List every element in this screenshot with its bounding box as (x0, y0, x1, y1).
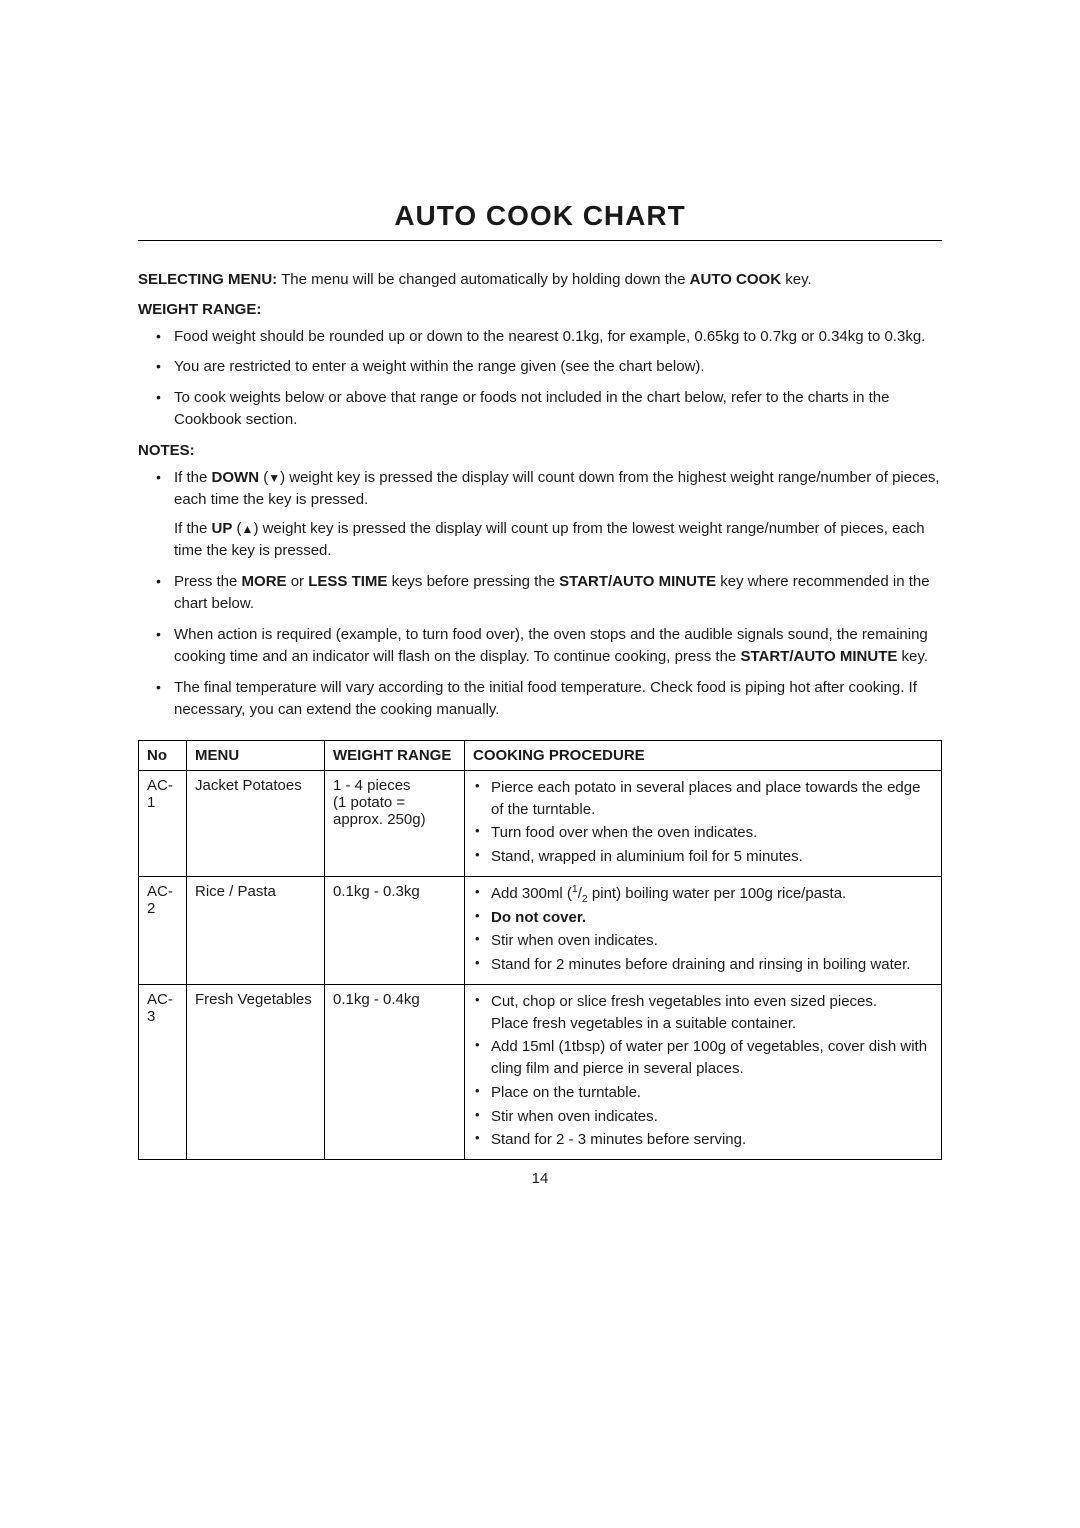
cell-menu: Fresh Vegetables (187, 984, 325, 1159)
note-item: If the DOWN (▼) weight key is pressed th… (138, 467, 942, 563)
note-subline: If the UP (▲) weight key is pressed the … (174, 518, 942, 563)
start-key-label: START/AUTO MINUTE (740, 648, 897, 665)
document-page: AUTO COOK CHART SELECTING MENU: The menu… (0, 0, 1080, 1187)
selecting-menu-line: SELECTING MENU: The menu will be changed… (138, 269, 942, 291)
proc-list: Cut, chop or slice fresh vegetables into… (473, 991, 933, 1151)
proc-item: Do not cover. (473, 907, 933, 929)
notes-list: If the DOWN (▼) weight key is pressed th… (138, 467, 942, 722)
weight-range-heading: WEIGHT RANGE: (138, 301, 942, 318)
start-key-label: START/AUTO MINUTE (559, 573, 716, 590)
cell-menu: Rice / Pasta (187, 876, 325, 984)
table-row: AC-3 Fresh Vegetables 0.1kg - 0.4kg Cut,… (139, 984, 942, 1159)
page-title: AUTO COOK CHART (138, 200, 942, 241)
col-no-header: No (139, 740, 187, 770)
proc-list: Pierce each potato in several places and… (473, 777, 933, 868)
cell-proc: Cut, chop or slice fresh vegetables into… (465, 984, 942, 1159)
selecting-label: SELECTING MENU: (138, 271, 277, 288)
proc-item: Stand for 2 - 3 minutes before serving. (473, 1129, 933, 1151)
col-menu-header: MENU (187, 740, 325, 770)
cell-menu: Jacket Potatoes (187, 770, 325, 876)
intro-section: SELECTING MENU: The menu will be changed… (138, 269, 942, 291)
proc-item: Stand for 2 minutes before draining and … (473, 954, 933, 976)
proc-item: Cut, chop or slice fresh vegetables into… (473, 991, 933, 1035)
cell-proc: Pierce each potato in several places and… (465, 770, 942, 876)
selecting-text: The menu will be changed automatically b… (277, 271, 689, 288)
proc-item: Stand, wrapped in aluminium foil for 5 m… (473, 846, 933, 868)
proc-list: Add 300ml (1/2 pint) boiling water per 1… (473, 883, 933, 976)
proc-item: Turn food over when the oven indicates. (473, 822, 933, 844)
page-number: 14 (138, 1170, 942, 1187)
weight-bullet: To cook weights below or above that rang… (138, 387, 942, 432)
cell-weight: 0.1kg - 0.4kg (325, 984, 465, 1159)
proc-item: Add 300ml (1/2 pint) boiling water per 1… (473, 883, 933, 905)
up-key-label: UP (212, 520, 233, 537)
note-item: The final temperature will vary accordin… (138, 677, 942, 722)
selecting-tail: key. (781, 271, 812, 288)
cell-weight: 0.1kg - 0.3kg (325, 876, 465, 984)
cell-no: AC-3 (139, 984, 187, 1159)
col-weight-header: WEIGHT RANGE (325, 740, 465, 770)
note-item: When action is required (example, to tur… (138, 624, 942, 669)
proc-item: Place on the turntable. (473, 1082, 933, 1104)
proc-item: Stir when oven indicates. (473, 1106, 933, 1128)
table-row: AC-1 Jacket Potatoes 1 - 4 pieces (1 pot… (139, 770, 942, 876)
proc-item: Add 15ml (1tbsp) of water per 100g of ve… (473, 1036, 933, 1080)
proc-item: Pierce each potato in several places and… (473, 777, 933, 821)
notes-heading: NOTES: (138, 442, 942, 459)
col-proc-header: COOKING PROCEDURE (465, 740, 942, 770)
cell-weight: 1 - 4 pieces (1 potato = approx. 250g) (325, 770, 465, 876)
less-time-key-label: LESS TIME (308, 573, 387, 590)
proc-item: Stir when oven indicates. (473, 930, 933, 952)
triangle-up-icon: ▲ (242, 522, 254, 536)
weight-bullet: You are restricted to enter a weight wit… (138, 356, 942, 379)
note-item: Press the MORE or LESS TIME keys before … (138, 571, 942, 616)
auto-cook-table: No MENU WEIGHT RANGE COOKING PROCEDURE A… (138, 740, 942, 1160)
weight-bullet: Food weight should be rounded up or down… (138, 326, 942, 349)
auto-cook-key: AUTO COOK (690, 271, 781, 288)
cell-no: AC-2 (139, 876, 187, 984)
weight-range-list: Food weight should be rounded up or down… (138, 326, 942, 432)
cell-proc: Add 300ml (1/2 pint) boiling water per 1… (465, 876, 942, 984)
table-header-row: No MENU WEIGHT RANGE COOKING PROCEDURE (139, 740, 942, 770)
more-key-label: MORE (242, 573, 287, 590)
cell-no: AC-1 (139, 770, 187, 876)
down-key-label: DOWN (212, 469, 260, 486)
triangle-down-icon: ▼ (268, 471, 280, 485)
table-row: AC-2 Rice / Pasta 0.1kg - 0.3kg Add 300m… (139, 876, 942, 984)
